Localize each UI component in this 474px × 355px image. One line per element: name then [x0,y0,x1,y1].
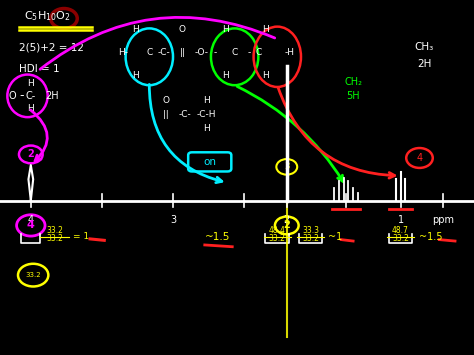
Text: -O-: -O- [194,48,209,57]
Text: 33.2: 33.2 [269,234,286,244]
Text: 2: 2 [283,215,290,225]
Text: 4: 4 [28,215,34,225]
Text: 33.2: 33.2 [26,272,41,278]
Text: HDI = 1: HDI = 1 [19,64,60,74]
Text: CH₃: CH₃ [415,42,434,52]
Text: on: on [203,157,216,167]
Text: 33.2: 33.2 [46,225,63,235]
Text: 2(5)+2 = 12: 2(5)+2 = 12 [19,43,84,53]
Text: -: - [247,48,250,57]
Text: O: O [8,91,16,101]
Text: ~1: ~1 [328,232,343,242]
Text: H: H [203,96,210,105]
Text: 33.2: 33.2 [392,234,409,244]
Text: 33.2: 33.2 [46,234,63,244]
Text: -C-: -C- [179,110,191,119]
Text: ~1.5: ~1.5 [419,232,442,242]
Text: 1: 1 [398,215,403,225]
Text: 4: 4 [417,153,422,163]
Text: -: - [19,89,24,102]
Text: = 1: = 1 [73,232,89,241]
Text: 48.4: 48.4 [269,225,286,235]
Text: 3: 3 [284,162,290,171]
Text: 2: 2 [283,220,290,230]
Text: H: H [222,71,228,80]
Text: C: C [146,48,153,57]
Text: H: H [262,25,269,34]
Text: H: H [132,71,138,80]
Text: ||: || [163,110,169,119]
Text: ||: || [180,48,185,57]
Text: H: H [27,79,34,88]
Text: CH₂: CH₂ [344,77,362,87]
FancyBboxPatch shape [188,152,231,171]
Text: ~1.5: ~1.5 [205,231,231,242]
Text: -H: -H [284,48,294,57]
Text: $\mathregular{C_5H_{10}O_2}$: $\mathregular{C_5H_{10}O_2}$ [24,9,71,23]
Text: ppm: ppm [432,215,454,225]
Text: 2: 2 [27,149,34,159]
Text: O: O [163,96,169,105]
Text: H-: H- [118,48,128,57]
Text: 3: 3 [170,215,176,225]
Text: H: H [222,25,228,34]
Text: 2H: 2H [417,59,431,70]
Text: -: - [214,48,217,57]
Text: O: O [179,25,186,34]
Text: 33.3: 33.3 [302,225,319,235]
Text: 48.7: 48.7 [392,225,409,235]
Text: C-: C- [26,91,36,101]
Text: H: H [27,104,34,113]
Text: H: H [262,71,269,80]
Text: 4: 4 [27,220,35,230]
Text: 2H: 2H [45,91,59,101]
Text: -C-H: -C-H [196,110,216,119]
Text: 33.2: 33.2 [302,234,319,244]
Text: H: H [132,25,138,34]
Text: -C-: -C- [157,48,170,57]
Text: C: C [255,48,262,57]
Text: C: C [231,48,238,57]
Text: 5H: 5H [346,91,360,102]
Text: H: H [203,124,210,133]
